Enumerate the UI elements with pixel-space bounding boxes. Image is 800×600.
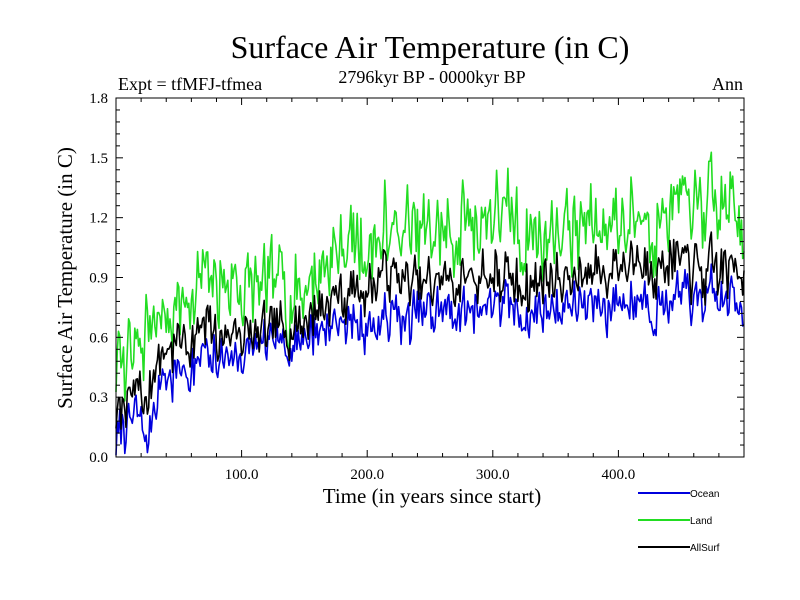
x-axis-label: Time (in years since start) xyxy=(323,484,542,508)
x-tick-label: 300.0 xyxy=(476,467,510,483)
x-tick-label: 200.0 xyxy=(350,467,384,483)
legend-label-land: Land xyxy=(690,516,712,527)
y-tick-label: 0.0 xyxy=(89,450,108,466)
y-tick-label: 0.3 xyxy=(89,390,108,406)
y-tick-label: 0.6 xyxy=(89,330,108,346)
y-axis-label: Surface Air Temperature (in C) xyxy=(53,147,77,409)
y-tick-label: 1.8 xyxy=(89,91,108,107)
legend: Ocean Land AllSurf xyxy=(638,489,720,554)
series-line-land xyxy=(115,151,745,402)
experiment-label: Expt = tfMFJ-tfmea xyxy=(118,74,262,94)
legend-label-allsurf: AllSurf xyxy=(690,543,720,554)
axis-layer: 100.0 200.0 300.0 400.0 0.0 0.3 0.6 0.9 1.2 1.5 1.… xyxy=(89,91,744,483)
series-line-ocean xyxy=(115,263,745,456)
legend-label-ocean: Ocean xyxy=(690,489,719,500)
chart-title: Surface Air Temperature (in C) xyxy=(231,29,630,65)
series-line-allsurf xyxy=(115,231,745,430)
series-layer xyxy=(115,151,745,456)
chart-subtitle: 2796kyr BP - 0000kyr BP xyxy=(338,67,525,87)
y-tick-label: 1.5 xyxy=(89,151,108,167)
y-tick-label: 1.2 xyxy=(89,211,108,227)
season-label: Ann xyxy=(712,74,743,94)
x-tick-label: 100.0 xyxy=(225,467,259,483)
x-tick-label: 400.0 xyxy=(602,467,636,483)
y-tick-label: 0.9 xyxy=(89,271,108,287)
